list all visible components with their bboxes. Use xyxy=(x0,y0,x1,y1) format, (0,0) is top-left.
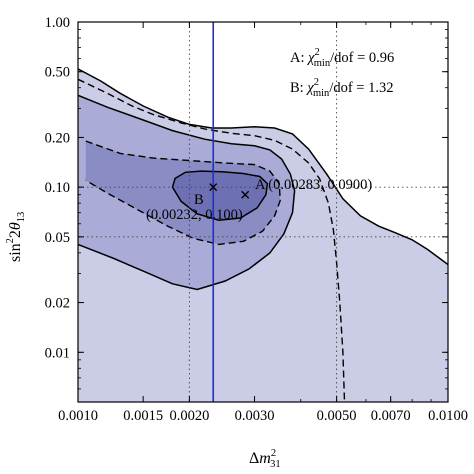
contour-outer-line xyxy=(78,68,448,266)
y-tick-label: 0.01 xyxy=(45,345,70,361)
point-b-id-label: B xyxy=(194,192,204,208)
gridlines xyxy=(78,22,448,402)
x-tick-label: 0.0070 xyxy=(371,408,411,424)
x-tick-label: 0.0100 xyxy=(428,408,468,424)
y-axis-title: sin22θ13 xyxy=(5,212,27,262)
legend-line-b: B: χ2 min/dof = 1.32 xyxy=(290,77,393,99)
plot-frame xyxy=(77,21,449,403)
x-tick-label: 0.0015 xyxy=(123,408,163,424)
x-tick-label: 0.0050 xyxy=(317,408,357,424)
contour-dashed-inner xyxy=(85,140,281,246)
y-tick-label: 0.20 xyxy=(45,130,70,146)
contour-dashed-outer xyxy=(78,78,346,402)
axis-ticks xyxy=(77,21,449,403)
point-b-coords-label: (0.00232, 0.100) xyxy=(146,207,243,223)
tick-labels: 0.0010 0.0015 0.0020 0.0030 0.0050 0.0070 0.01… xyxy=(45,15,468,424)
y-tick-label: 0.50 xyxy=(45,65,70,81)
region-core xyxy=(171,170,269,222)
marker-point-b xyxy=(209,183,218,192)
y-tick-label: 0.05 xyxy=(45,230,70,246)
y-tick-label: 0.02 xyxy=(45,296,70,312)
point-a-label: A (0.00283, 0.0900) xyxy=(255,177,372,193)
fit-quality-legend: A: χ2 min/dof = 0.96 B: χ2 min/dof = 1.32 xyxy=(290,47,394,99)
x-tick-label: 0.0030 xyxy=(235,408,275,424)
y-tick-label: 0.10 xyxy=(45,180,70,196)
confidence-regions xyxy=(78,68,448,402)
x-tick-label: 0.0020 xyxy=(169,408,209,424)
best-fit-markers xyxy=(209,183,250,199)
contour-mid-line xyxy=(78,94,296,291)
x-tick-label: 0.0010 xyxy=(58,408,98,424)
x-axis-title: Δm2 31 xyxy=(249,448,281,470)
y-tick-label: 1.00 xyxy=(45,15,70,31)
legend-line-a: A: χ2 min/dof = 0.96 xyxy=(290,47,394,69)
marker-point-a xyxy=(241,190,250,199)
